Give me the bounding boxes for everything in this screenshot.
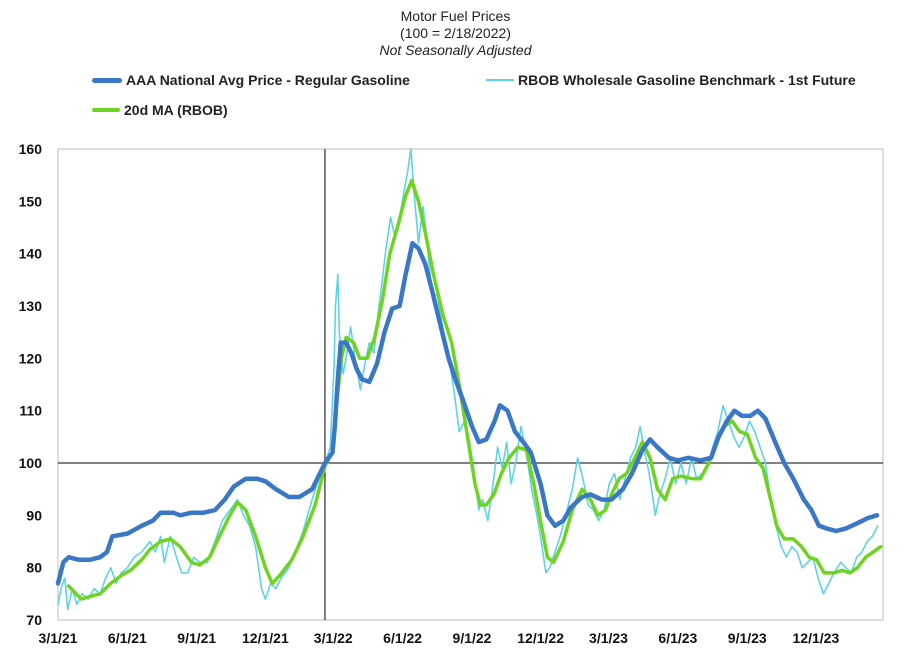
y-tick-label: 70 bbox=[26, 612, 42, 628]
chart-header: Motor Fuel Prices (100 = 2/18/2022) Not … bbox=[0, 8, 911, 59]
legend-label-rbob: RBOB Wholesale Gasoline Benchmark - 1st … bbox=[518, 72, 856, 88]
chart-title: Motor Fuel Prices bbox=[400, 8, 511, 24]
legend-item-aaa: AAA National Avg Price - Regular Gasolin… bbox=[92, 72, 410, 88]
legend-swatch-rbob bbox=[486, 79, 514, 81]
y-tick-label: 150 bbox=[19, 193, 43, 209]
x-tick-label: 6/1/22 bbox=[383, 630, 422, 646]
y-tick-label: 120 bbox=[19, 350, 43, 366]
x-tick-label: 12/1/21 bbox=[242, 630, 289, 646]
legend-label-aaa: AAA National Avg Price - Regular Gasolin… bbox=[126, 72, 410, 88]
y-tick-label: 160 bbox=[19, 141, 43, 157]
y-tick-label: 130 bbox=[19, 298, 43, 314]
x-tick-label: 6/1/23 bbox=[658, 630, 697, 646]
x-tick-label: 12/1/23 bbox=[793, 630, 840, 646]
plot-area bbox=[57, 148, 884, 621]
series-line-1 bbox=[57, 148, 879, 611]
legend-item-rbob: RBOB Wholesale Gasoline Benchmark - 1st … bbox=[486, 72, 856, 88]
chart-subtitle-base: (100 = 2/18/2022) bbox=[400, 25, 511, 41]
x-tick-label: 6/1/21 bbox=[108, 630, 147, 646]
series-line-2 bbox=[66, 178, 883, 601]
x-tick-label: 3/1/21 bbox=[39, 630, 78, 646]
x-tick-label: 12/1/22 bbox=[517, 630, 564, 646]
legend-swatch-ma bbox=[92, 108, 120, 112]
x-tick-label: 9/1/21 bbox=[177, 630, 216, 646]
series-layer bbox=[55, 148, 883, 611]
y-tick-label: 140 bbox=[19, 246, 43, 262]
chart-subtitle-adjustment: Not Seasonally Adjusted bbox=[379, 42, 532, 58]
y-tick-label: 90 bbox=[26, 507, 42, 523]
x-tick-label: 9/1/22 bbox=[453, 630, 492, 646]
series-line-0 bbox=[55, 240, 880, 586]
x-axis: 3/1/21 6/1/21 9/1/21 12/1/21 3/1/22 6/1/22 9/1… bbox=[39, 630, 840, 646]
legend-item-ma: 20d MA (RBOB) bbox=[92, 102, 228, 118]
y-tick-label: 110 bbox=[19, 403, 42, 419]
legend-label-ma: 20d MA (RBOB) bbox=[124, 102, 228, 118]
x-tick-label: 3/1/23 bbox=[589, 630, 628, 646]
y-axis: 70 80 90 100 110 120 130 140 150 160 bbox=[19, 141, 43, 628]
y-tick-label: 100 bbox=[19, 455, 43, 471]
y-tick-label: 80 bbox=[26, 560, 42, 576]
legend-swatch-aaa bbox=[92, 77, 122, 83]
x-tick-label: 9/1/23 bbox=[728, 630, 767, 646]
x-tick-label: 3/1/22 bbox=[314, 630, 353, 646]
